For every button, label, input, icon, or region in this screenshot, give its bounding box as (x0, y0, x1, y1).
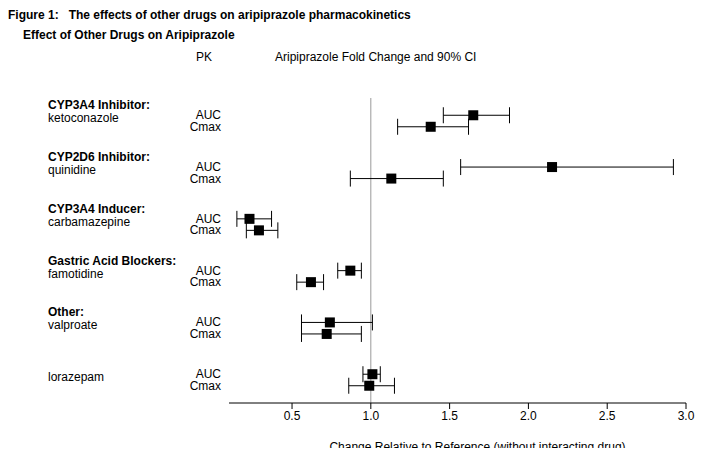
html-text:Effect of Other Drugs on Aripi: Effect of Other Drugs on Aripiprazole (23, 28, 235, 42)
svg-text:Gastric Acid Blockers:: Gastric Acid Blockers: (48, 254, 176, 268)
svg-text:Cmax: Cmax (190, 172, 221, 186)
svg-text:AUC: AUC (195, 315, 221, 330)
svg-text:CYP2D6 Inhibitor:: CYP2D6 Inhibitor: (48, 150, 150, 164)
svg-text:quinidine: quinidine (48, 163, 96, 177)
svg-text:ketoconazole: ketoconazole (48, 111, 119, 125)
svg-text:AUC: AUC (195, 367, 221, 382)
svg-text:2.0: 2.0 (520, 409, 537, 423)
svg-text:3.0: 3.0 (678, 409, 695, 423)
svg-text:AUC: AUC (195, 160, 221, 175)
svg-text:AUC: AUC (195, 211, 221, 226)
svg-text:AUC: AUC (195, 263, 221, 278)
svg-text:famotidine: famotidine (48, 267, 104, 281)
svg-text:Other:: Other: (48, 305, 84, 319)
svg-text:0.5: 0.5 (284, 409, 301, 423)
svg-text:Cmax: Cmax (190, 327, 221, 341)
svg-text:Cmax: Cmax (190, 223, 221, 237)
svg-text:Cmax: Cmax (190, 120, 221, 134)
svg-text:1.5: 1.5 (441, 409, 458, 423)
html-text:PK: PK (196, 50, 212, 64)
svg-text:2.5: 2.5 (599, 409, 616, 423)
svg-text:CYP3A4 Inducer:: CYP3A4 Inducer: (48, 202, 145, 216)
svg-text:carbamazepine: carbamazepine (48, 215, 130, 229)
svg-text:Cmax: Cmax (190, 379, 221, 393)
svg-text:1.0: 1.0 (362, 409, 379, 423)
svg-text:Cmax: Cmax (190, 275, 221, 289)
html-text:Figure 1: The effects of other: Figure 1: The effects of other drugs on … (8, 8, 411, 22)
svg-text:CYP3A4 Inhibitor:: CYP3A4 Inhibitor: (48, 98, 150, 112)
html-text:Aripiprazole Fold Change and 9: Aripiprazole Fold Change and 90% CI (275, 50, 477, 64)
svg-text:AUC: AUC (195, 108, 221, 123)
svg-text:Change Relative to Reference (: Change Relative to Reference (without in… (329, 440, 625, 448)
svg-text:lorazepam: lorazepam (48, 370, 104, 384)
svg-text:valproate: valproate (48, 318, 98, 332)
